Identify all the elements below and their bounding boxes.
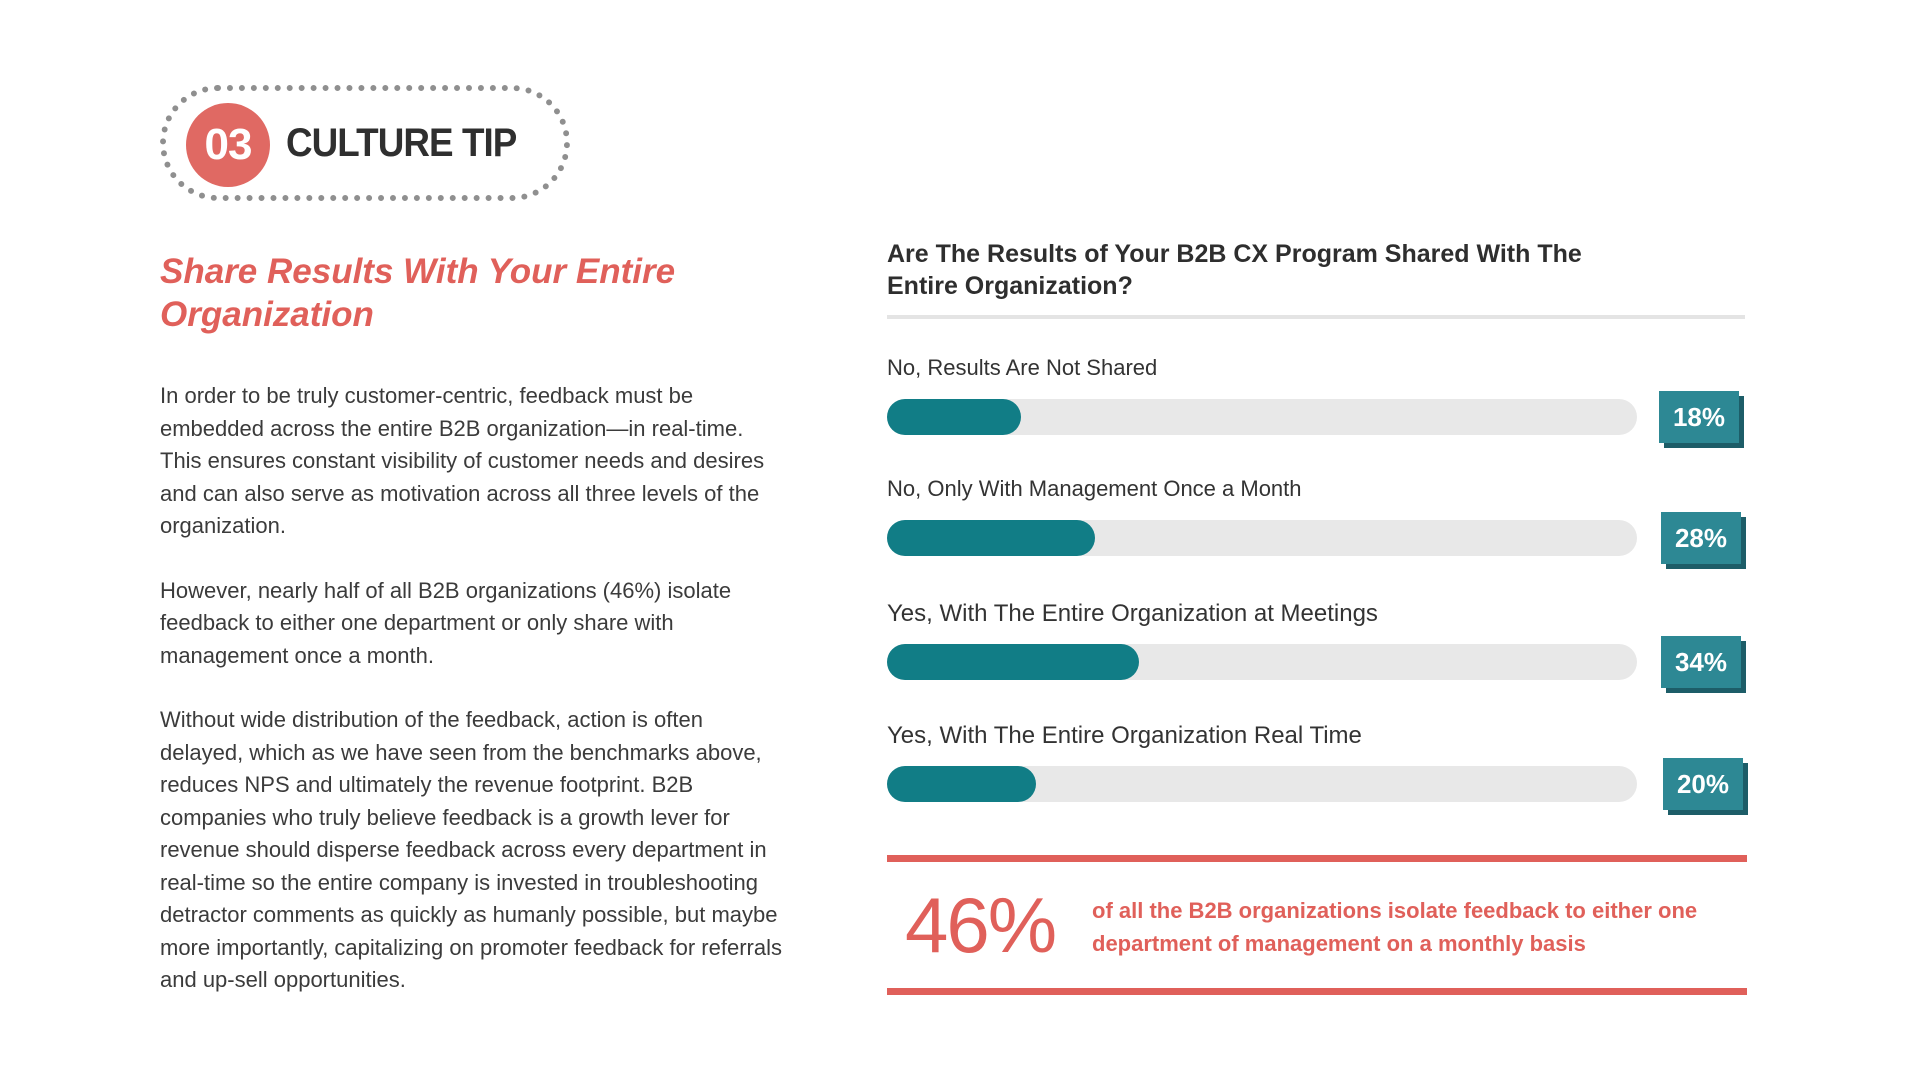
body-text: In order to be truly customer-centric, f… bbox=[160, 380, 790, 1029]
bar-category-label: No, Results Are Not Shared bbox=[887, 355, 1158, 380]
bar-row: Yes, With The Entire Organization Real T… bbox=[887, 722, 1747, 822]
bar-value-label: 28% bbox=[1661, 512, 1741, 564]
callout-top-rule bbox=[887, 855, 1747, 862]
body-paragraph-2: However, nearly half of all B2B organiza… bbox=[160, 577, 732, 668]
bar-track bbox=[887, 520, 1637, 556]
bar bbox=[887, 520, 1095, 556]
tip-number-circle: 03 bbox=[186, 103, 270, 187]
bar-track bbox=[887, 399, 1637, 435]
body-paragraph-3: Without wide distribution of the feedbac… bbox=[160, 707, 782, 992]
bar-track bbox=[887, 644, 1637, 680]
bar-row: No, Only With Management Once a Month 28% bbox=[887, 476, 1747, 576]
bar bbox=[887, 644, 1140, 680]
body-paragraph-1: In order to be truly customer-centric, f… bbox=[160, 383, 765, 538]
bar bbox=[887, 399, 1021, 435]
callout-text: of all the B2B organizations isolate fee… bbox=[1092, 898, 1698, 956]
title-divider bbox=[887, 315, 1745, 319]
bar-value-label: 18% bbox=[1659, 391, 1739, 443]
bar-value-label: 34% bbox=[1661, 636, 1741, 688]
bar-track bbox=[887, 766, 1637, 802]
bar-row: No, Results Are Not Shared 18% bbox=[887, 355, 1747, 455]
bar-category-label: Yes, With The Entire Organization Real T… bbox=[887, 722, 1362, 749]
bar bbox=[887, 766, 1036, 802]
section-heading: Share Results With Your Entire Organizat… bbox=[160, 252, 676, 334]
callout-bottom-rule bbox=[887, 988, 1747, 995]
bar-category-label: No, Only With Management Once a Month bbox=[887, 476, 1302, 501]
bar-value-label: 20% bbox=[1663, 758, 1743, 810]
bar-category-label: Yes, With The Entire Organization at Mee… bbox=[887, 600, 1378, 627]
callout-value: 46% bbox=[905, 881, 1057, 969]
tip-label: CULTURE TIP bbox=[286, 121, 517, 165]
culture-tip-badge: 03 CULTURE TIP bbox=[160, 85, 570, 201]
bar-row: Yes, With The Entire Organization at Mee… bbox=[887, 600, 1747, 700]
chart-title: Are The Results of Your B2B CX Program S… bbox=[887, 240, 1582, 300]
